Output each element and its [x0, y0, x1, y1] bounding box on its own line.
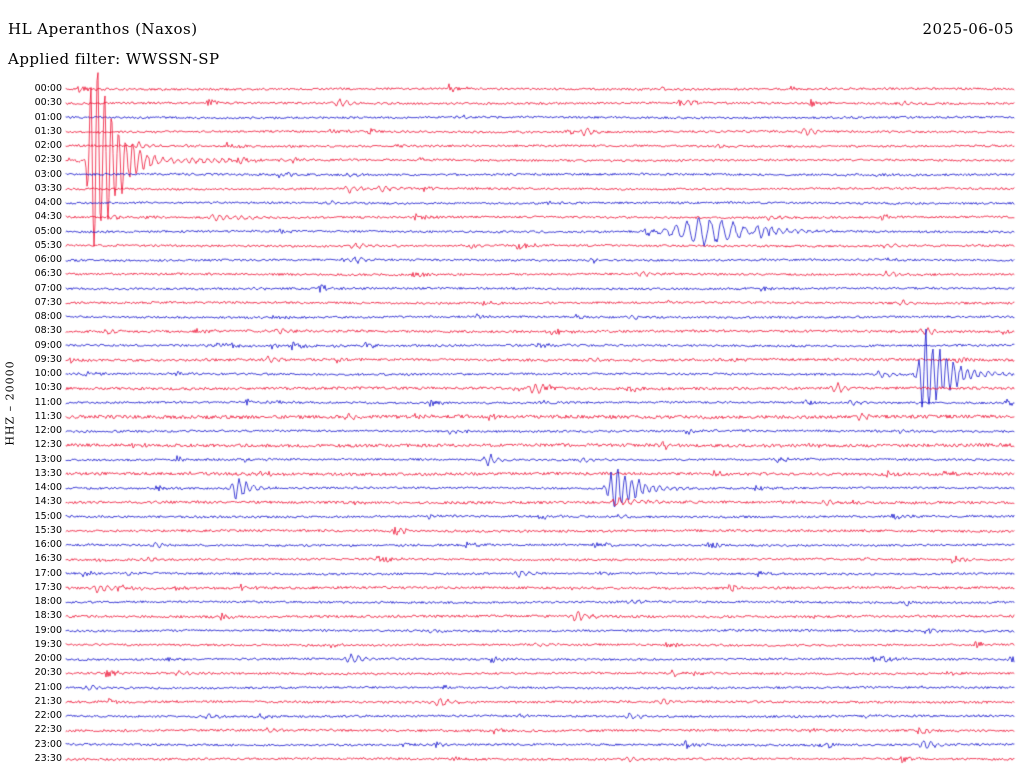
time-label: 14:30	[34, 496, 62, 508]
time-label: 20:00	[34, 653, 62, 665]
time-label: 08:00	[34, 311, 62, 323]
time-label: 17:30	[34, 581, 62, 593]
time-label: 09:00	[34, 339, 62, 351]
time-label: 07:30	[34, 296, 62, 308]
time-label: 16:00	[34, 539, 62, 551]
time-label: 12:00	[34, 425, 62, 437]
time-label: 08:30	[34, 325, 62, 337]
time-label: 01:30	[34, 125, 62, 137]
time-label: 00:00	[34, 83, 62, 94]
time-label: 13:30	[34, 467, 62, 479]
time-label: 12:30	[34, 439, 62, 451]
time-label: 18:00	[34, 596, 62, 608]
time-label: 09:30	[34, 353, 62, 365]
time-label: 17:00	[34, 567, 62, 579]
time-label: 19:00	[34, 624, 62, 636]
time-label: 02:30	[34, 154, 62, 166]
time-label: 06:00	[34, 254, 62, 266]
time-label: 03:00	[34, 168, 62, 180]
time-label: 06:30	[34, 268, 62, 280]
time-label: 15:00	[34, 510, 62, 522]
time-label: 11:00	[34, 396, 62, 408]
time-label: 13:00	[34, 453, 62, 465]
time-label: 23:30	[34, 752, 62, 764]
time-label: 04:30	[34, 211, 62, 223]
time-label: 21:30	[34, 695, 62, 707]
time-label: 16:30	[34, 553, 62, 565]
filter-label: Applied filter: WWSSN-SP	[8, 50, 220, 68]
time-label: 05:00	[34, 225, 62, 237]
time-label: 02:00	[34, 140, 62, 152]
time-label: 22:30	[34, 724, 62, 736]
time-label: 23:00	[34, 738, 62, 750]
time-label: 03:30	[34, 182, 62, 194]
time-label: 20:30	[34, 667, 62, 679]
time-label: 22:00	[34, 710, 62, 722]
date-label: 2025-06-05	[922, 20, 1014, 38]
time-label: 00:30	[34, 97, 62, 109]
time-label: 04:00	[34, 197, 62, 209]
time-label: 10:30	[34, 382, 62, 394]
time-label: 15:30	[34, 524, 62, 536]
time-label: 05:30	[34, 239, 62, 251]
time-label: 10:00	[34, 368, 62, 380]
time-label: 11:30	[34, 410, 62, 422]
time-label: 18:30	[34, 610, 62, 622]
time-label: 07:00	[34, 282, 62, 294]
station-title: HL Aperanthos (Naxos)	[8, 20, 198, 38]
time-label: 19:30	[34, 638, 62, 650]
time-label: 01:00	[34, 111, 62, 123]
time-label: 21:00	[34, 681, 62, 693]
time-label: 14:00	[34, 482, 62, 494]
